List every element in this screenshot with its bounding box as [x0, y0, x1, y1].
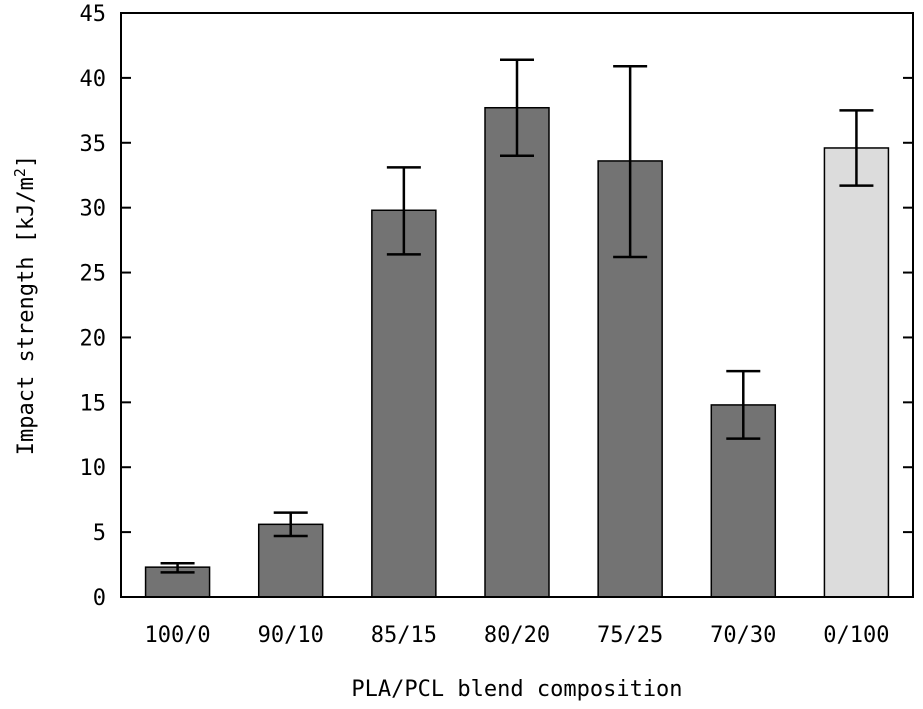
y-tick-label: 45 [80, 2, 107, 27]
y-axis-title-end: ] [14, 155, 39, 168]
y-tick-label: 0 [93, 586, 106, 611]
x-tick-label: 90/10 [258, 623, 324, 648]
bar [823, 147, 890, 598]
x-axis-title: PLA/PCL blend composition [351, 677, 682, 702]
y-tick-label: 40 [80, 67, 107, 92]
error-bars [160, 58, 874, 574]
y-tick-label: 20 [80, 326, 107, 351]
x-tick-label: 70/30 [710, 623, 776, 648]
y-tick-label: 10 [80, 456, 107, 481]
y-tick-label: 25 [80, 262, 107, 287]
y-tick-label: 5 [93, 521, 106, 546]
y-tick-label: 35 [80, 132, 107, 157]
x-tick-label: 85/15 [371, 623, 437, 648]
x-tick-label: 0/100 [823, 623, 889, 648]
y-tick-label: 30 [80, 197, 107, 222]
y-axis-title-main: Impact strength [kJ/m [14, 177, 39, 455]
bar [371, 209, 437, 598]
bar [484, 106, 550, 598]
y-axis-title: Impact strength [kJ/m2] [11, 155, 39, 455]
bars [144, 106, 890, 598]
x-tick-label: 75/25 [597, 623, 663, 648]
y-axis-title-superscript: 2 [11, 168, 29, 177]
y-tick-label: 15 [80, 391, 107, 416]
plot-frame [120, 12, 914, 598]
x-tick-label: 80/20 [484, 623, 550, 648]
x-tick-label: 100/0 [144, 623, 210, 648]
y-axis: 0 5 10 15 20 25 30 35 40 45 [80, 2, 913, 611]
x-axis: 100/0 90/10 85/15 80/20 75/25 70/30 0/100 [144, 623, 889, 648]
